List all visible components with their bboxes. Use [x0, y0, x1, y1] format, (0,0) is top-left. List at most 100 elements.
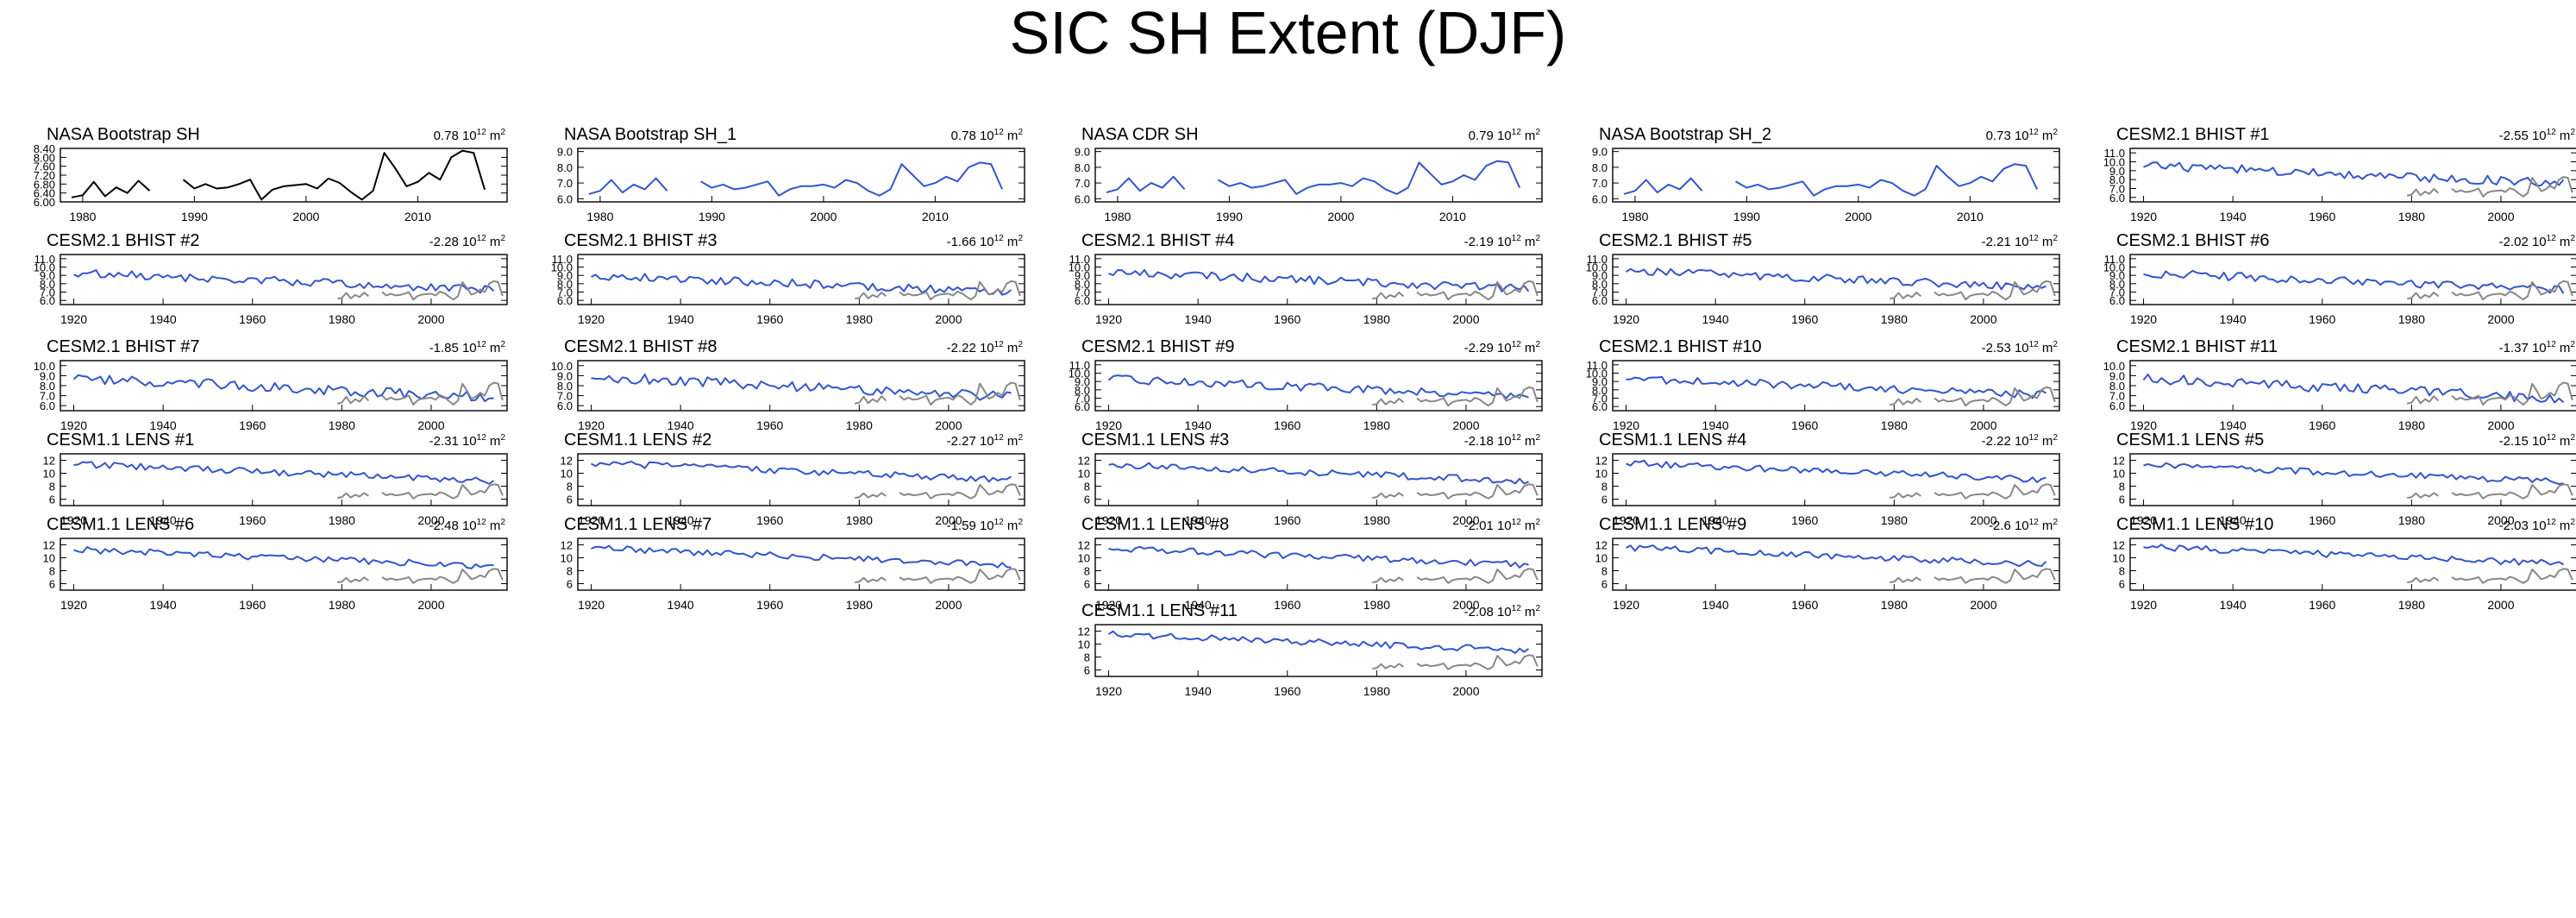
- panel-3: NASA CDR SH 0.79 1012 m2 6.0 7.0 8.0 9.0 1980 1…: [1075, 125, 1543, 223]
- trend-label: -2.15 1012 m2: [2499, 433, 2576, 449]
- x-tick-label: 1960: [756, 598, 783, 612]
- y-tick-label: 6.00: [34, 196, 55, 209]
- y-tick-label: 8.0: [1592, 278, 1608, 291]
- y-tick-label: 12: [43, 539, 55, 552]
- trend-label: -2.02 1012 m2: [2499, 234, 2576, 249]
- series-line: [1108, 545, 1529, 569]
- series-line: [1625, 267, 2046, 291]
- y-tick-label: 10: [1078, 468, 1090, 481]
- obs-line: [855, 483, 1021, 500]
- series-line: [73, 546, 494, 569]
- x-tick-label: 1920: [1095, 598, 1122, 612]
- x-tick-label: 2000: [935, 418, 962, 432]
- x-tick-label: 1940: [2220, 418, 2247, 432]
- x-tick-label: 1940: [668, 598, 694, 612]
- x-tick-label: 1980: [329, 312, 355, 326]
- panel-2: NASA Bootstrap SH_1 0.78 1012 m2 6.0 7.0 8.0…: [557, 125, 1025, 223]
- panel-6: CESM2.1 BHIST #2 -2.28 1012 m2 6.07.08.09.…: [34, 231, 508, 326]
- x-tick-label: 2000: [1452, 684, 1479, 698]
- y-tick-label: 10.0: [1586, 261, 1608, 274]
- plot-frame: [2129, 538, 2576, 591]
- y-tick-label: 10.0: [1586, 368, 1608, 380]
- y-tick-label: 6: [2119, 494, 2125, 506]
- y-tick-label: 6: [567, 578, 573, 591]
- panel-1: NASA Bootstrap SH 0.78 1012 m2 6.006.406.8…: [34, 125, 508, 223]
- x-tick-label: 1960: [2309, 598, 2335, 612]
- y-tick-label: 9.0: [1075, 269, 1090, 282]
- x-tick-label: 2000: [1970, 418, 1996, 432]
- plot-frame: [1612, 254, 2060, 305]
- panel-title: CESM2.1 BHIST #3: [564, 231, 717, 250]
- panel-title: CESM2.1 BHIST #10: [1599, 337, 1762, 356]
- y-tick-label: 9.0: [2109, 269, 2125, 282]
- x-tick-label: 1980: [2398, 312, 2425, 326]
- obs-line: [1372, 654, 1539, 670]
- y-tick-label: 12: [561, 455, 573, 468]
- plot-frame: [2129, 453, 2576, 506]
- y-tick-label: 8.40: [34, 142, 55, 155]
- trend-label: -2.29 1012 m2: [1464, 340, 1541, 355]
- x-tick-label: 1980: [69, 210, 96, 223]
- x-tick-label: 2000: [1970, 598, 1996, 612]
- series-line: [73, 269, 495, 294]
- panel-title: CESM1.1 LENS #4: [1599, 431, 1746, 450]
- y-tick-label: 8.0: [1075, 161, 1090, 174]
- series-line: [1107, 374, 1529, 399]
- y-tick-label: 7.0: [1075, 393, 1090, 406]
- x-tick-label: 1980: [329, 598, 355, 612]
- y-tick-label: 11.0: [1069, 359, 1090, 372]
- y-tick-label: 12: [1078, 455, 1090, 468]
- y-tick-label: 10.0: [34, 360, 55, 373]
- panel-8: CESM2.1 BHIST #4 -2.19 1012 m2 6.07.08.09.…: [1069, 231, 1543, 326]
- y-tick-label: 10.0: [2103, 360, 2125, 373]
- y-tick-label: 8: [1601, 565, 1608, 578]
- y-tick-label: 10.0: [1069, 261, 1090, 274]
- x-tick-label: 1960: [239, 418, 266, 432]
- x-tick-label: 1940: [2220, 312, 2247, 326]
- y-tick-label: 9.0: [2109, 369, 2125, 382]
- y-tick-label: 12: [1595, 455, 1608, 468]
- panel-title: CESM2.1 BHIST #8: [564, 337, 717, 356]
- x-tick-label: 1960: [2309, 513, 2335, 527]
- y-tick-label: 6: [1601, 578, 1608, 591]
- panel-title: CESM1.1 LENS #10: [2116, 515, 2273, 534]
- panel-13: CESM2.1 BHIST #9 -2.29 1012 m2 6.07.08.09.…: [1069, 337, 1543, 432]
- y-tick-label: 11.0: [2104, 147, 2125, 160]
- x-tick-label: 2000: [2487, 312, 2514, 326]
- plot-frame: [1094, 148, 1543, 203]
- y-tick-label: 11.0: [2104, 253, 2125, 266]
- panel-title: CESM2.1 BHIST #7: [47, 337, 199, 356]
- plot-frame: [2129, 360, 2576, 412]
- y-tick-label: 10: [1595, 468, 1608, 481]
- x-tick-label: 1940: [1185, 513, 1212, 527]
- x-tick-label: 2000: [935, 312, 962, 326]
- panel-title: NASA Bootstrap SH_2: [1599, 125, 1771, 144]
- y-tick-label: 8.0: [1075, 278, 1090, 291]
- y-tick-label: 6.0: [40, 399, 55, 412]
- series-line: [1626, 544, 2047, 568]
- series-line: [591, 544, 1012, 569]
- x-tick-label: 2000: [417, 513, 444, 527]
- panel-5: CESM2.1 BHIST #1 -2.55 1012 m2 6.07.08.09.…: [2103, 125, 2576, 223]
- plot-frame: [1094, 624, 1543, 677]
- x-tick-label: 1920: [1613, 513, 1639, 527]
- obs-line: [2407, 568, 2573, 584]
- x-tick-label: 1960: [1791, 418, 1818, 432]
- x-tick-label: 1920: [1613, 418, 1639, 432]
- plot-frame: [577, 453, 1025, 506]
- x-tick-label: 1980: [1881, 598, 1908, 612]
- plot-frame: [577, 254, 1025, 305]
- x-tick-label: 1960: [1274, 684, 1301, 698]
- x-tick-label: 1920: [1095, 312, 1122, 326]
- series-line: [1623, 163, 2039, 197]
- series-line: [1107, 630, 1530, 654]
- y-tick-label: 11.0: [1587, 359, 1608, 372]
- panel-title: CESM2.1 BHIST #1: [2116, 125, 2269, 144]
- obs-line: [2407, 483, 2573, 500]
- trend-label: -1.66 1012 m2: [947, 234, 1024, 249]
- trend-label: 0.73 1012 m2: [1986, 128, 2059, 143]
- plot-frame: [1094, 538, 1543, 591]
- y-tick-label: 8: [2119, 481, 2125, 494]
- x-tick-label: 2010: [404, 210, 431, 223]
